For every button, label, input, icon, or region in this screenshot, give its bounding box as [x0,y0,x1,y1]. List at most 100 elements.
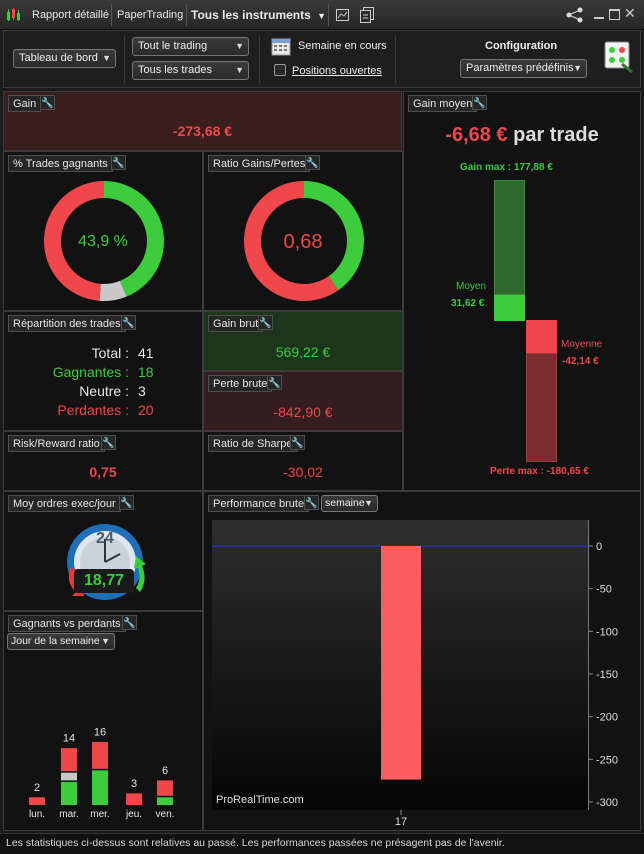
period-label[interactable]: Semaine en cours [298,40,387,52]
gross-gain-value: 569,22 € [275,344,331,360]
weekday-label: ven. [156,809,175,820]
minimize-icon[interactable] [594,9,604,19]
win-rate-title: % Trades gagnants [8,155,113,172]
orders-per-day-value: 18,77 [74,569,134,593]
close-icon[interactable]: ✕ [624,5,636,21]
gross-gain-title: Gain brut [208,315,264,332]
period-select[interactable]: semaine ▼ [321,495,378,512]
chevron-down-icon: ▼ [101,636,110,646]
chevron-down-icon: ▼ [102,53,111,63]
gross-gain-panel: Gain brut 🔧 569,22 € [203,311,403,371]
x-tick-label: 17 [395,816,407,828]
weekday-total-label: 16 [94,726,106,738]
gain-panel: Gain 🔧 -273,68 € [3,91,402,151]
trading-select-value: Tout le trading [138,40,208,52]
gain-bar-average [494,295,525,321]
group-select[interactable]: Jour de la semaine ▼ [7,633,115,650]
trades-select-value: Tous les trades [138,64,212,76]
weekday-bar-segment [157,797,173,805]
weekday-total-label: 3 [131,778,137,790]
weekday-bar-segment [29,797,45,805]
performance-bar [381,546,421,780]
preset-select[interactable]: Paramètres prédéfinis ▼ [460,59,587,78]
ratio-value: 0,68 [283,231,323,253]
y-tick-label: -200 [596,712,618,724]
share-icon[interactable] [566,7,584,23]
performance-title: Performance brute [208,495,310,512]
distribution-panel: Répartition des trades 🔧 Total :41 Gagna… [3,311,203,431]
max-gain-label: Gain max : 177,88 € [460,162,553,173]
avg-gain-panel: Gain moyen 🔧 -6,68 € par trade Gain max … [403,91,641,491]
weekday-total-label: 6 [162,765,168,777]
orders-per-day-title: Moy ordres exec/jour [8,495,121,512]
donut-segment-neutral [99,280,127,301]
avg-loss-value: -42,14 € [562,356,599,367]
gross-loss-title: Perte brute [208,375,273,392]
weekday-bar-chart: 2 lun. 14 mar. 16 mer. 3 jeu. 6 ven. [29,726,175,820]
settings-icon[interactable] [604,40,634,74]
y-tick-label: 0 [596,541,602,553]
wrench-icon[interactable]: 🔧 [290,435,305,450]
footer-bar: Les statistiques ci-dessus sont relative… [0,833,644,854]
chevron-down-icon: ▼ [317,11,327,21]
calendar-icon[interactable] [271,36,291,56]
avg-win-label: Moyen [456,281,487,292]
window-titlebar: Rapport détaillé PaperTrading Tous les i… [0,0,644,30]
tab-account[interactable]: PaperTrading [117,9,184,21]
open-positions-label[interactable]: Positions ouvertes [292,65,382,77]
y-tick-label: -300 [596,797,618,809]
export-chart-icon[interactable] [335,7,351,23]
wrench-icon[interactable]: 🔧 [122,615,137,630]
wrench-icon[interactable]: 🔧 [119,495,134,510]
gross-loss-value: -842,90 € [273,404,333,420]
weekday-label: jeu. [125,809,142,820]
tab-detailed-report[interactable]: Rapport détaillé [32,9,110,21]
y-tick-label: -150 [596,669,618,681]
maximize-icon[interactable] [609,9,620,20]
winners-losers-panel: Gagnants vs perdants 🔧 Jour de la semain… [3,611,203,831]
chevron-down-icon: ▼ [573,63,582,73]
risk-reward-value: 0,75 [89,464,117,480]
gross-loss-panel: Perte brute 🔧 -842,90 € [203,371,403,431]
donut-segment-losses [244,181,339,301]
weekday-bar-segment [92,741,108,769]
wrench-icon[interactable]: 🔧 [111,155,126,170]
donut-segment-gains [304,181,365,291]
trades-select[interactable]: Tous les trades ▼ [132,61,249,80]
performance-panel: Performance brute 🔧 semaine ▼ 0 -50 -100 -1… [203,491,641,831]
weekday-bar-segment [61,748,77,772]
weekday-label: lun. [29,809,45,820]
win-rate-value: 43,9 % [78,233,128,250]
instruments-selector[interactable]: Tous les instruments ▼ [191,0,326,30]
wrench-icon[interactable]: 🔧 [101,435,116,450]
wrench-icon[interactable]: 🔧 [304,495,319,510]
wrench-icon[interactable]: 🔧 [40,95,55,110]
weekday-label: mer. [90,809,109,820]
weekday-total-label: 2 [34,782,40,794]
gain-bar-range [494,180,525,295]
avg-gain-headline-value: -6,68 € [445,124,508,146]
weekday-bar-segment [92,770,108,805]
open-positions-checkbox[interactable] [274,64,286,76]
distribution-title: Répartition des trades [8,315,126,332]
wrench-icon[interactable]: 🔧 [121,315,136,330]
sharpe-value: -30,02 [283,464,323,480]
donut-segment-loss [43,181,104,301]
risk-reward-title: Risk/Reward ratio [8,435,105,452]
copy-document-icon[interactable] [359,6,375,24]
view-select[interactable]: Tableau de bord ▼ [13,49,116,68]
wrench-icon[interactable]: 🔧 [305,155,320,170]
chevron-down-icon: ▼ [364,498,373,508]
trading-select[interactable]: Tout le trading ▼ [132,37,249,56]
view-select-value: Tableau de bord [19,52,98,64]
disclaimer-text: Les statistiques ci-dessus sont relative… [6,837,505,849]
configuration-title: Configuration [485,40,558,52]
losers-row: Perdantes :20 [57,402,154,418]
wrench-icon[interactable]: 🔧 [258,315,273,330]
wrench-icon[interactable]: 🔧 [267,375,282,390]
orders-dial-label: 24 [96,530,114,547]
win-rate-panel: % Trades gagnants 🔧 43,9 % [3,151,203,311]
max-loss-label: Perte max : -180,65 € [490,466,589,477]
chevron-down-icon: ▼ [235,41,244,51]
wrench-icon[interactable]: 🔧 [472,95,487,110]
